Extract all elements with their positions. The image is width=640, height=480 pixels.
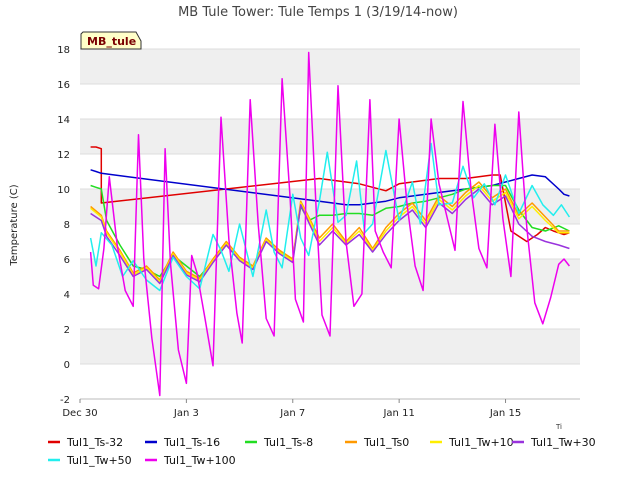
legend-item: Tul1_Ts0 [345,436,409,449]
site-badge: MB_tule [80,31,142,50]
y-tick-label: 0 [64,360,70,371]
legend-label: Tul1_Ts0 [363,436,409,449]
legend-item: Tul1_Tw+50 [48,454,132,467]
x-tick-label: Jan 11 [382,408,414,419]
grid-bands [80,48,580,400]
x-axis-ticks: Dec 30 Jan 3 Jan 7 Jan 11 Jan 15 [62,398,580,419]
x-tick-label: Jan 3 [173,408,199,419]
series-line-Tul1_Ts-16 [90,169,570,206]
y-tick-label: 6 [64,255,70,266]
y-axis-label: Temperature (C) [9,184,20,266]
y-tick-label: 16 [57,80,70,91]
legend-item: Tul1_Ts-8 [245,436,313,449]
legend-item: Tul1_Ts-32 [48,436,123,449]
legend: Tul1_Ts-32 Tul1_Ts-16 Tul1_Ts-8 Tul1_Ts0 Tul… [48,436,596,467]
legend-item: Tul1_Tw+30 [512,436,596,449]
grid-band [80,189,580,224]
y-tick-label: 14 [57,115,70,126]
legend-label: Tul1_Ts-16 [163,436,220,449]
chart-title: MB Tule Tower: Tule Temps 1 (3/19/14-now… [178,5,458,20]
x-tick-label: Dec 30 [62,408,97,419]
y-tick-label: 12 [57,150,70,161]
legend-label: Tul1_Tw+30 [530,436,596,449]
x-tick-label: Jan 7 [279,408,305,419]
series-line-Tul1_Tw+100 [89,51,570,397]
grid-band [80,49,580,84]
series-line-Tul1_Ts-32 [90,146,570,243]
legend-item: Tul1_Ts-16 [145,436,220,449]
legend-item: Tul1_Tw+10 [430,436,514,449]
legend-label: Tul1_Tw+100 [163,454,236,467]
series-line-Tul1_Ts0 [90,181,570,281]
site-badge-box [80,31,142,50]
y-tick-label: -2 [60,395,70,406]
series-line-Tul1_Tw+50 [89,142,571,292]
legend-label: Tul1_Tw+10 [448,436,514,449]
site-badge-label: MB_tule [87,35,136,48]
legend-item: Tul1_Tw+100 [145,454,236,467]
series-lines [89,51,571,397]
y-tick-label: 8 [64,220,70,231]
y-axis-ticks: -2 0 2 4 6 8 10 12 14 16 18 [57,45,70,406]
y-tick-label: 18 [57,45,70,56]
y-tick-label: 2 [64,325,70,336]
grid-band [80,119,580,154]
legend-label: Tul1_Tw+50 [66,454,132,467]
series-line-Tul1_Tw+30 [90,188,570,285]
y-tick-label: 10 [57,185,70,196]
legend-label: Tul1_Ts-32 [66,436,123,449]
axis-end-mark: Ti [555,423,562,431]
legend-label: Tul1_Ts-8 [263,436,313,449]
x-tick-label: Jan 15 [489,408,521,419]
y-tick-label: 4 [64,290,70,301]
